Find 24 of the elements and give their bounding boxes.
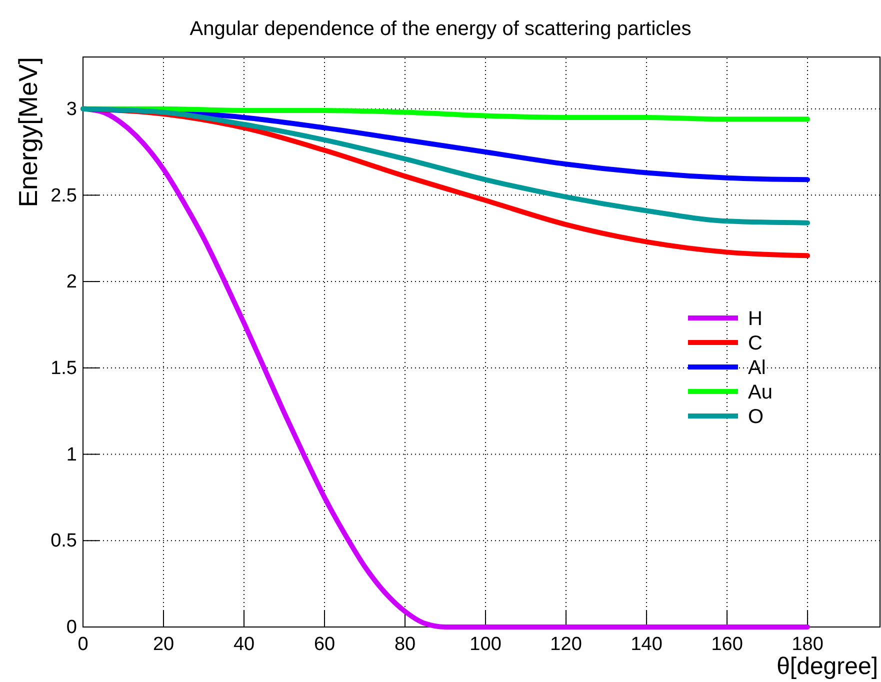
x-tick-label: 100 <box>470 634 502 656</box>
legend-label: C <box>748 332 762 354</box>
y-tick-label: 1.5 <box>50 358 77 379</box>
chart-title: Angular dependence of the energy of scattering particles <box>190 18 692 40</box>
y-tick-label: 3 <box>66 98 77 120</box>
x-tick-label: 60 <box>314 634 336 656</box>
y-tick-label: 2 <box>66 272 77 293</box>
legend-label: Al <box>748 357 766 379</box>
x-tick-label: 80 <box>394 634 416 656</box>
x-tick-label: 120 <box>550 634 582 656</box>
x-axis-title: θ[degree] <box>776 653 878 680</box>
legend-label: Au <box>748 382 772 404</box>
y-tick-label: 1 <box>66 444 77 466</box>
y-tick-label: 0.5 <box>50 530 77 552</box>
legend-label: O <box>748 406 764 428</box>
x-tick-label: 20 <box>152 634 174 656</box>
y-tick-label: 0 <box>66 617 77 638</box>
x-tick-label: 160 <box>711 634 743 656</box>
y-tick-label: 2.5 <box>50 185 77 206</box>
x-tick-label: 40 <box>233 634 255 656</box>
y-axis-title: Energy[MeV] <box>13 57 43 208</box>
x-tick-label: 140 <box>630 634 662 656</box>
legend-label: H <box>748 308 762 330</box>
x-tick-label: 180 <box>792 634 824 656</box>
